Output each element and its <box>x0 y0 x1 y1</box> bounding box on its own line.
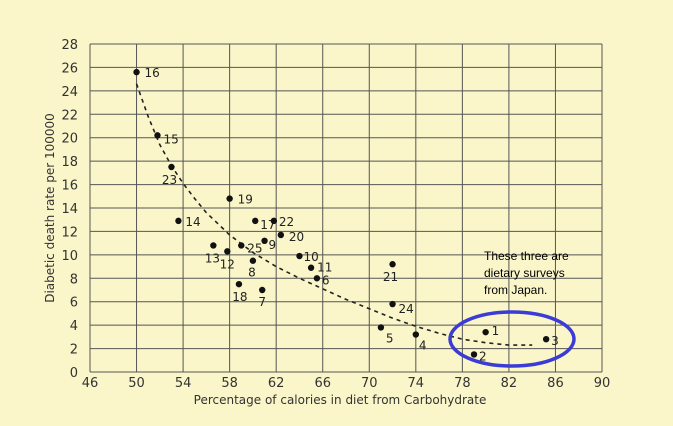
x-tick-label: 58 <box>221 376 238 391</box>
y-tick-label: 8 <box>70 272 78 287</box>
point-label-1: 1 <box>492 324 500 338</box>
y-tick-label: 0 <box>70 366 78 381</box>
point-label-6: 6 <box>322 273 330 287</box>
data-point-14 <box>175 217 182 225</box>
point-label-12: 12 <box>220 257 235 271</box>
data-point-15 <box>154 132 161 139</box>
grid-lines <box>89 43 603 373</box>
y-tick-label: 16 <box>61 179 78 194</box>
annotation-line-1: These three are <box>484 249 569 263</box>
data-point-22 <box>270 217 278 225</box>
data-point-11 <box>307 264 315 271</box>
point-label-16: 16 <box>145 66 160 80</box>
data-point-25 <box>238 242 245 249</box>
y-tick-label: 24 <box>61 85 78 100</box>
x-tick-label: 86 <box>547 376 564 391</box>
trend-curve <box>135 83 533 346</box>
point-label-3: 3 <box>551 334 559 348</box>
point-label-10: 10 <box>303 250 318 264</box>
point-label-22: 22 <box>279 215 294 229</box>
point-label-18: 18 <box>232 290 247 304</box>
tick-labels: 46 50 54 58 62 66 70 74 78 82 86 900246810121416182… <box>61 38 610 391</box>
y-tick-label: 20 <box>61 132 78 147</box>
x-tick-label: 50 <box>128 376 145 391</box>
y-tick-label: 26 <box>61 61 78 76</box>
data-point-2 <box>470 351 478 358</box>
point-label-9: 9 <box>269 238 277 252</box>
point-label-21: 21 <box>383 270 398 284</box>
annotation-note: These three are dietary surveys from Jap… <box>484 249 569 297</box>
data-point-4 <box>412 331 420 338</box>
x-tick-label: 66 <box>314 376 331 391</box>
point-label-24: 24 <box>399 302 414 316</box>
point-label-8: 8 <box>248 266 256 280</box>
point-label-14: 14 <box>185 215 200 229</box>
point-label-2: 2 <box>479 349 487 363</box>
annotation-line-2: dietary surveys <box>484 266 565 280</box>
point-label-7: 7 <box>258 295 266 309</box>
y-tick-label: 6 <box>70 296 78 311</box>
point-label-20: 20 <box>289 230 304 244</box>
y-tick-label: 14 <box>61 202 78 217</box>
y-tick-label: 2 <box>70 343 78 358</box>
data-point-10 <box>296 252 303 260</box>
x-tick-label: 54 <box>175 376 192 391</box>
data-point-13 <box>210 242 217 249</box>
point-label-19: 19 <box>238 193 253 207</box>
point-label-4: 4 <box>419 339 427 353</box>
x-tick-label: 82 <box>501 376 518 391</box>
data-point-3 <box>542 336 550 343</box>
point-label-5: 5 <box>386 331 394 345</box>
point-label-23: 23 <box>162 173 177 187</box>
data-point-18 <box>235 280 243 288</box>
y-tick-label: 10 <box>61 249 78 264</box>
y-tick-label: 18 <box>61 155 78 170</box>
data-point-6 <box>313 275 321 282</box>
point-label-15: 15 <box>163 132 178 146</box>
point-label-11: 11 <box>317 261 332 275</box>
highlight-ellipse <box>448 310 576 368</box>
data-point-8 <box>249 257 257 264</box>
y-tick-label: 4 <box>70 319 78 334</box>
annotation-line-3: from Japan. <box>484 283 547 297</box>
y-tick-label: 22 <box>61 108 78 123</box>
data-point-12 <box>224 248 231 255</box>
data-point-5 <box>377 324 385 331</box>
x-tick-label: 46 <box>82 376 99 391</box>
data-point-19 <box>226 195 233 202</box>
x-tick-label: 74 <box>408 376 425 391</box>
data-point-17 <box>252 217 259 225</box>
y-axis-title: Diabetic death rate per 100000 <box>43 113 57 303</box>
point-label-25: 25 <box>247 241 262 255</box>
x-tick-label: 90 <box>594 376 611 391</box>
y-tick-label: 28 <box>61 38 78 53</box>
data-point-23 <box>168 163 175 171</box>
x-tick-label: 62 <box>268 376 285 391</box>
data-point-24 <box>389 300 396 308</box>
x-tick-label: 70 <box>361 376 378 391</box>
point-label-13: 13 <box>205 251 220 265</box>
data-point-16 <box>133 68 140 76</box>
data-point-1 <box>482 328 489 336</box>
x-tick-label: 78 <box>454 376 471 391</box>
data-point-20 <box>277 231 285 239</box>
data-point-7 <box>259 286 266 294</box>
x-axis-title: Percentage of calories in diet from Carb… <box>194 393 487 407</box>
data-point-9 <box>261 237 268 244</box>
data-point-21 <box>389 261 396 268</box>
y-tick-label: 12 <box>61 225 78 240</box>
